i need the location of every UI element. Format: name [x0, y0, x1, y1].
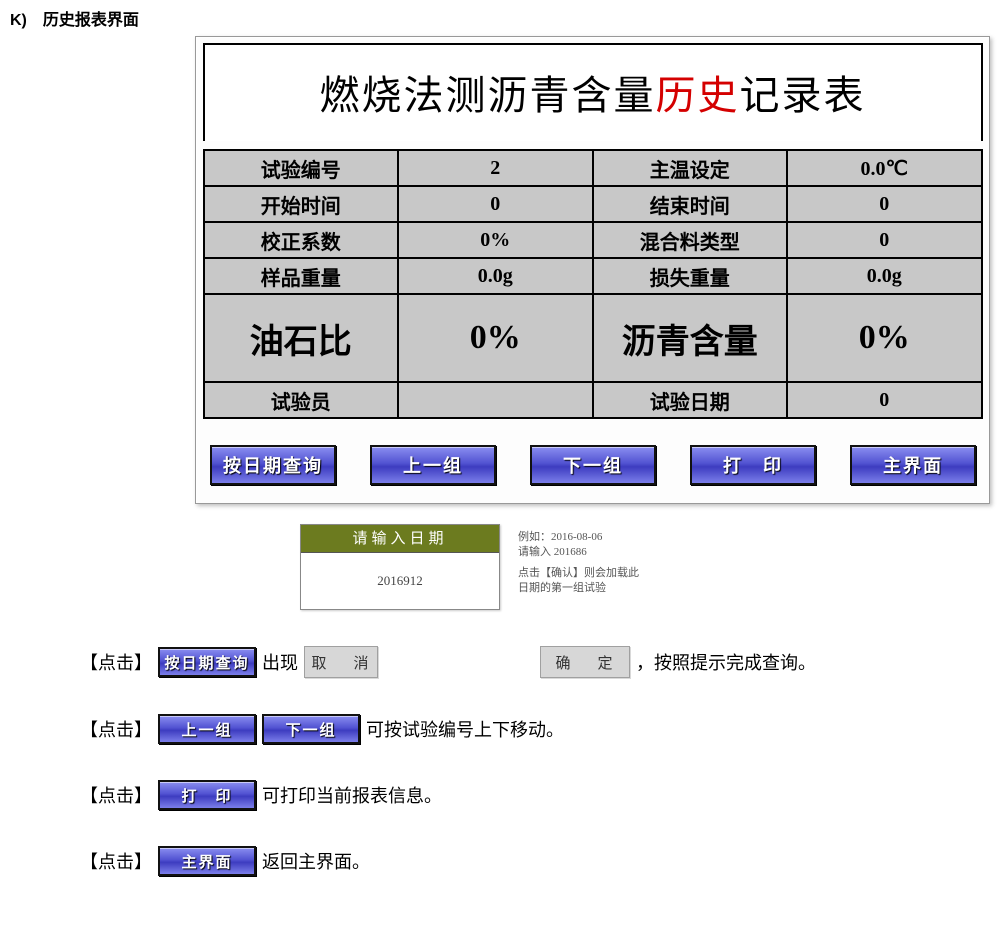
table-row: 样品重量0.0g损失重量0.0g [204, 258, 982, 294]
instr-post: ，按照提示完成查询。 [636, 649, 816, 675]
cell-label: 试验员 [204, 382, 399, 418]
instr-pre: 【点击】 [80, 782, 152, 808]
instr-hmi-button[interactable]: 下一组 [262, 714, 360, 744]
cell-label: 试验日期 [593, 382, 788, 418]
cell-value: 0 [787, 186, 982, 222]
confirm-button[interactable]: 确 定 [540, 646, 630, 678]
cell-value: 0.0g [398, 258, 593, 294]
instruction-line: 【点击】主界面返回主界面。 [80, 846, 1000, 876]
cell-label: 主温设定 [593, 150, 788, 186]
cell-label: 试验编号 [204, 150, 399, 186]
cell-value: 0% [787, 294, 982, 382]
title-post: 记录表 [740, 73, 866, 118]
cell-label: 结束时间 [593, 186, 788, 222]
cell-value: 0.0℃ [787, 150, 982, 186]
title-red: 历史 [656, 73, 740, 118]
cell-value: 0 [398, 186, 593, 222]
date-popup-header: 请输入日期 [301, 525, 499, 553]
instr-post: 可按试验编号上下移动。 [366, 716, 564, 742]
instr-pre: 【点击】 [80, 716, 152, 742]
cell-label: 混合料类型 [593, 222, 788, 258]
cell-label: 开始时间 [204, 186, 399, 222]
main-button-1[interactable]: 上一组 [370, 445, 496, 485]
instr-post: 可打印当前报表信息。 [262, 782, 442, 808]
date-popup: 请输入日期 2016912 例如：2016-08-06 请输入 201686 点… [300, 524, 620, 610]
cell-value: 0% [398, 294, 593, 382]
panel-title: 燃烧法测沥青含量历史记录表 [203, 43, 983, 141]
cell-value [398, 382, 593, 418]
cell-label: 沥青含量 [593, 294, 788, 382]
instr-hmi-button[interactable]: 主界面 [158, 846, 256, 876]
table-row: 校正系数0%混合料类型0 [204, 222, 982, 258]
date-input-box: 请输入日期 2016912 [300, 524, 500, 610]
date-popup-value[interactable]: 2016912 [301, 553, 499, 609]
instr-hmi-button[interactable]: 打 印 [158, 780, 256, 810]
instr-post: 返回主界面。 [262, 848, 370, 874]
cell-value: 0 [787, 382, 982, 418]
main-button-3[interactable]: 打 印 [690, 445, 816, 485]
date-popup-hint: 例如：2016-08-06 请输入 201686 点击【确认】则会加载此日期的第… [518, 530, 648, 595]
cell-value: 2 [398, 150, 593, 186]
cell-value: 0 [787, 222, 982, 258]
main-button-2[interactable]: 下一组 [530, 445, 656, 485]
instr-pre: 【点击】 [80, 848, 152, 874]
instr-hmi-button[interactable]: 上一组 [158, 714, 256, 744]
instruction-line: 【点击】上一组下一组可按试验编号上下移动。 [80, 714, 1000, 744]
instr-hmi-button[interactable]: 按日期查询 [158, 647, 256, 677]
title-pre: 燃烧法测沥青含量 [320, 73, 656, 118]
instr-mid: 出现 [262, 649, 298, 675]
main-button-0[interactable]: 按日期查询 [210, 445, 336, 485]
cell-value: 0.0g [787, 258, 982, 294]
cell-label: 校正系数 [204, 222, 399, 258]
table-row: 油石比0%沥青含量0% [204, 294, 982, 382]
section-label: K) 历史报表界面 [0, 0, 1000, 36]
cell-label: 油石比 [204, 294, 399, 382]
table-row: 开始时间0结束时间0 [204, 186, 982, 222]
history-report-panel: 燃烧法测沥青含量历史记录表 试验编号2主温设定0.0℃开始时间0结束时间0校正系… [195, 36, 990, 504]
cancel-button[interactable]: 取 消 [304, 646, 378, 678]
instruction-line: 【点击】打 印可打印当前报表信息。 [80, 780, 1000, 810]
hint-line-1: 例如：2016-08-06 [518, 530, 648, 545]
cell-value: 0% [398, 222, 593, 258]
instruction-line: 【点击】按日期查询出现取 消 确 定，按照提示完成查询。 [80, 646, 1000, 678]
hint-line-3: 点击【确认】则会加载此日期的第一组试验 [518, 566, 648, 596]
cell-label: 损失重量 [593, 258, 788, 294]
cell-label: 样品重量 [204, 258, 399, 294]
hint-line-2: 请输入 201686 [518, 545, 648, 560]
table-row: 试验编号2主温设定0.0℃ [204, 150, 982, 186]
main-button-4[interactable]: 主界面 [850, 445, 976, 485]
main-button-row: 按日期查询上一组下一组打 印主界面 [196, 435, 989, 503]
table-row: 试验员 试验日期0 [204, 382, 982, 418]
data-table: 试验编号2主温设定0.0℃开始时间0结束时间0校正系数0%混合料类型0样品重量0… [203, 149, 983, 419]
instr-pre: 【点击】 [80, 649, 152, 675]
